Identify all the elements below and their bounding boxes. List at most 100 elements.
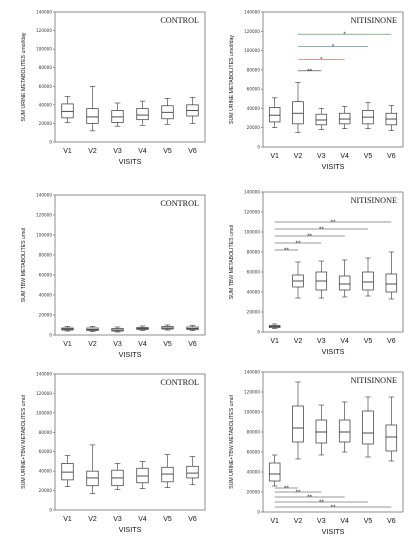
- y-tick-label: 80000: [39, 430, 53, 435]
- y-tick-label: 140000: [244, 370, 260, 375]
- significance-marker: **: [331, 505, 337, 511]
- box-iqr: [186, 465, 199, 479]
- box-iqr: [268, 462, 281, 482]
- box-iqr: [315, 113, 328, 126]
- y-tick-label: 80000: [247, 67, 261, 72]
- x-tick-label: V2: [88, 516, 97, 523]
- significance-marker: *: [320, 57, 323, 63]
- y-tick-label: 40000: [39, 102, 53, 107]
- plot-frame: [54, 373, 206, 511]
- y-axis-label: SUM TBW METABOLITES umol: [21, 228, 27, 302]
- x-axis-label: VISITS: [119, 350, 142, 359]
- chart-panel-2: 0 20000 40000 60000 80000 100000 120000 140000 V…: [21, 193, 206, 359]
- box-v1: [61, 455, 74, 487]
- y-tick-label: 60000: [39, 449, 53, 454]
- x-tick-label: V1: [63, 148, 72, 155]
- x-tick-label: V6: [387, 518, 396, 525]
- y-tick-label: 120000: [244, 390, 260, 395]
- box-v5: [161, 98, 174, 125]
- y-axis-label: SUM TBW METABOLITES umol: [229, 225, 235, 299]
- box-iqr: [385, 273, 398, 293]
- box-v1: [268, 323, 281, 329]
- y-tick-label: 80000: [247, 250, 261, 255]
- x-tick-label: V3: [317, 518, 326, 525]
- significance-marker: **: [319, 227, 325, 233]
- x-tick-label: V6: [188, 341, 197, 348]
- box-v4: [136, 100, 149, 126]
- x-tick-label: V5: [163, 148, 172, 155]
- y-tick-label: 0: [257, 145, 260, 150]
- y-tick-label: 40000: [247, 470, 261, 475]
- box-iqr: [136, 467, 149, 484]
- box-v3: [111, 102, 124, 127]
- box-iqr: [362, 410, 374, 445]
- y-tick-label: 140000: [244, 10, 260, 15]
- box-v5: [362, 396, 374, 458]
- box-v6: [186, 325, 199, 331]
- box-v3: [315, 260, 328, 299]
- x-tick-label: V4: [138, 341, 147, 348]
- box-v6: [186, 97, 199, 124]
- y-axis-label: SUM URINE+TBW METABOLITES umol: [21, 395, 27, 489]
- box-v6: [186, 456, 199, 486]
- box-v3: [111, 463, 124, 490]
- box-v1: [268, 97, 281, 129]
- x-tick-label: V2: [294, 518, 303, 525]
- y-tick-label: 120000: [244, 210, 260, 215]
- x-tick-label: V4: [138, 148, 147, 155]
- box-v4: [136, 461, 149, 489]
- box-iqr: [315, 419, 328, 444]
- box-v3: [315, 404, 328, 456]
- box-iqr: [61, 463, 74, 481]
- box-iqr: [338, 112, 351, 125]
- significance-marker: **: [307, 234, 313, 240]
- box-v4: [338, 106, 351, 129]
- box-v3: [111, 326, 124, 333]
- significance-marker: *: [332, 44, 335, 50]
- significance-marker: **: [307, 68, 313, 74]
- y-tick-label: 80000: [247, 430, 261, 435]
- x-tick-label: V2: [88, 148, 97, 155]
- y-tick-label: 20000: [247, 125, 261, 130]
- panel-title: NITISINONE: [351, 196, 397, 205]
- y-tick-label: 20000: [39, 121, 53, 126]
- x-axis-label: VISITS: [322, 527, 345, 536]
- y-axis-label: SUM URINE+TBW METABOLITES umol: [229, 395, 235, 489]
- plot-frame: [262, 371, 404, 513]
- box-iqr: [338, 419, 351, 443]
- significance-marker: **: [284, 486, 290, 492]
- box-iqr: [111, 110, 124, 123]
- significance-marker: **: [307, 495, 313, 501]
- box-v2: [86, 444, 99, 494]
- x-tick-label: V3: [113, 516, 122, 523]
- x-tick-label: V5: [163, 516, 172, 523]
- x-tick-label: V4: [340, 153, 349, 160]
- plot-frame: [54, 194, 206, 336]
- box-v5: [161, 454, 174, 488]
- x-tick-label: V3: [113, 148, 122, 155]
- plot-frame: [262, 191, 404, 333]
- y-tick-label: 0: [49, 140, 52, 145]
- x-tick-label: V5: [364, 338, 373, 345]
- y-tick-label: 100000: [244, 230, 260, 235]
- y-tick-label: 40000: [39, 469, 53, 474]
- panel-title: CONTROL: [160, 16, 199, 25]
- y-tick-label: 20000: [39, 488, 53, 493]
- box-v6: [385, 396, 398, 462]
- chart-panel-3: 0 20000 40000 60000 80000 100000 120000 140000 V…: [229, 190, 404, 356]
- y-tick-label: 100000: [36, 47, 52, 52]
- y-tick-label: 60000: [39, 273, 53, 278]
- x-tick-label: V4: [138, 516, 147, 523]
- significance-marker: **: [319, 500, 325, 506]
- x-tick-label: V1: [63, 341, 72, 348]
- box-v1: [61, 326, 74, 332]
- x-tick-label: V6: [188, 516, 197, 523]
- x-axis-label: VISITS: [119, 525, 142, 534]
- y-tick-label: 0: [49, 508, 52, 513]
- panel-title: CONTROL: [160, 378, 199, 387]
- y-tick-label: 0: [257, 330, 260, 335]
- box-v3: [315, 108, 328, 130]
- y-tick-label: 80000: [39, 65, 53, 70]
- box-iqr: [292, 405, 304, 443]
